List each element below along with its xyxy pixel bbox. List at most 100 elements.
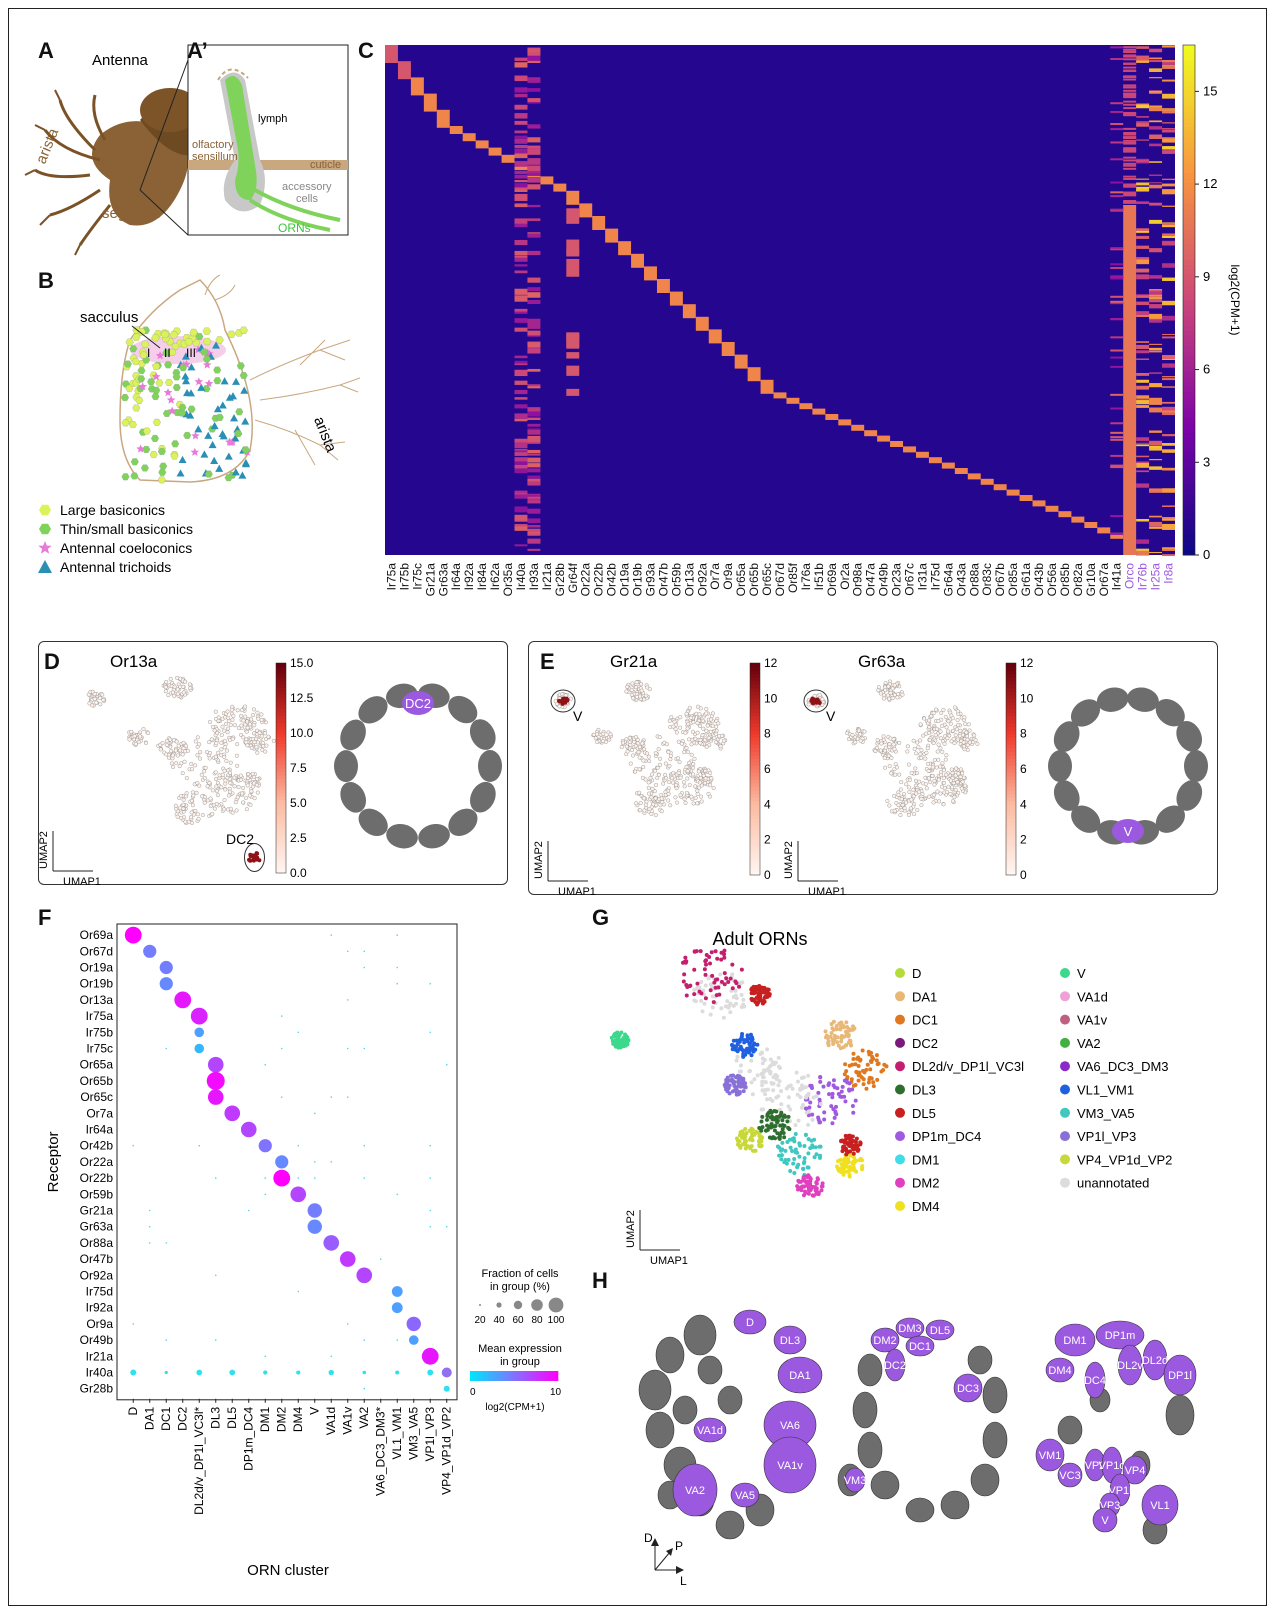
umap-point	[146, 730, 151, 735]
umap-point	[800, 1102, 805, 1107]
umap-point	[885, 799, 890, 804]
umap-point	[763, 1088, 768, 1093]
colorbar-segment	[750, 832, 760, 837]
glomerulus-label: DC2	[405, 696, 431, 711]
colorbar-segment	[1183, 182, 1195, 189]
heatmap-cell	[1110, 181, 1124, 184]
panel-label-c: C	[358, 38, 374, 63]
heatmap-cell	[1123, 148, 1137, 151]
svg-text:cells: cells	[296, 193, 319, 205]
umap-point	[639, 682, 644, 687]
legend-swatch	[1060, 1131, 1070, 1142]
umap-point	[919, 803, 924, 808]
umap-point	[249, 717, 254, 722]
colorbar-segment	[1183, 529, 1195, 536]
colorbar-segment	[750, 818, 760, 823]
umap-point	[174, 739, 179, 744]
umap-point	[883, 688, 888, 693]
heatmap-cell	[527, 481, 541, 486]
colorbar-segment	[276, 820, 286, 825]
glomerulus	[1155, 805, 1185, 833]
heatmap-cell	[1110, 515, 1124, 518]
sensillum-hexagon	[142, 445, 151, 453]
umap-point	[896, 803, 901, 808]
heatmap-cell	[1149, 372, 1163, 374]
umap-point	[767, 992, 772, 997]
umap-point	[952, 795, 957, 800]
colorbar-segment	[1183, 243, 1195, 250]
umap-point	[800, 1184, 805, 1189]
heatmap-cell	[1136, 470, 1150, 473]
umap-point	[557, 704, 562, 709]
cluster-tick-label: VM3_VA5	[407, 1406, 421, 1459]
dot-small	[429, 982, 432, 985]
umap-point	[772, 1117, 777, 1122]
umap-point	[886, 684, 891, 689]
colorbar-tick-label: 0	[764, 868, 771, 882]
colorbar-segment	[1183, 279, 1195, 286]
umap-point	[641, 758, 646, 763]
umap-point	[753, 1000, 758, 1005]
colorbar-segment	[1006, 677, 1016, 682]
umap-point	[659, 792, 664, 797]
svg-text:DL2d: DL2d	[1142, 1355, 1168, 1367]
heatmap-cell	[1123, 193, 1137, 196]
umap-point	[710, 1005, 715, 1010]
umap-point	[802, 1156, 807, 1161]
heatmap-cell	[514, 438, 528, 444]
glomeruli-ring: V	[1048, 687, 1208, 845]
heatmap-cell	[1136, 230, 1150, 233]
umap-point	[892, 808, 897, 813]
umap-point	[731, 1038, 736, 1043]
sensillum-triangle	[176, 469, 185, 477]
color-legend-segment	[544, 1371, 548, 1381]
umap-point	[704, 711, 709, 716]
heatmap-cell	[1123, 133, 1137, 136]
umap-point	[648, 776, 653, 781]
umap-point	[912, 746, 917, 751]
svg-text:DA1: DA1	[789, 1370, 810, 1382]
umap-point	[619, 745, 624, 750]
colorbar-segment	[276, 673, 286, 678]
legend-label: Antennal coeloconics	[60, 540, 192, 556]
umap-point	[183, 743, 188, 748]
umap-point	[213, 754, 218, 759]
svg-text:DC4: DC4	[1084, 1375, 1106, 1387]
umap-point	[805, 1165, 810, 1170]
panel-g-title: Adult ORNs	[712, 929, 807, 949]
umap-point	[213, 709, 218, 714]
svg-text:VA1d: VA1d	[697, 1425, 723, 1437]
size-legend-dot	[548, 1297, 564, 1313]
heatmap-cell	[527, 47, 541, 52]
dot	[224, 1105, 241, 1122]
umap-point	[759, 1119, 764, 1124]
sensillum-triangle	[224, 452, 233, 460]
glomerulus	[1070, 699, 1101, 727]
umap-point	[893, 772, 898, 777]
dot	[240, 1121, 257, 1138]
umap-point	[219, 732, 224, 737]
figure-border	[8, 8, 1267, 1606]
umap-point	[633, 769, 638, 774]
dot-small	[313, 1177, 316, 1179]
arista-label: arista	[33, 125, 63, 166]
umap-point	[722, 952, 727, 957]
heatmap-cell	[1162, 505, 1175, 508]
colorbar-segment	[750, 705, 760, 710]
heatmap-cell	[1136, 159, 1150, 163]
orientation-axes: DPL	[644, 1531, 687, 1588]
umap-point	[955, 709, 960, 714]
heatmap-cell	[644, 266, 657, 281]
color-legend-segment	[509, 1371, 513, 1381]
sensillum-hexagon	[157, 476, 166, 484]
sensillum-hexagon	[202, 355, 211, 363]
umap-point	[684, 790, 689, 795]
heatmap-cell	[527, 449, 541, 454]
umap-point	[830, 1091, 835, 1096]
heatmap-cell	[514, 62, 528, 68]
umap-point	[698, 780, 703, 785]
umap-point	[806, 1191, 811, 1196]
umap-point	[834, 1027, 839, 1032]
cluster-tick-label: DL3	[209, 1406, 223, 1428]
svg-text:DC2: DC2	[884, 1360, 906, 1372]
